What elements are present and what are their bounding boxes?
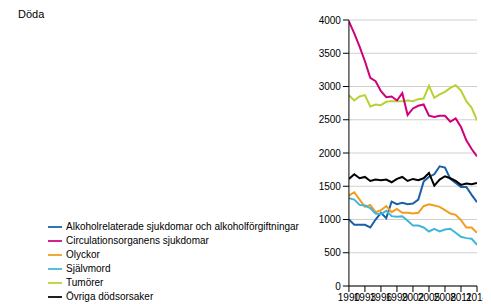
- html-text:Övriga dödsorsaker: Övriga dödsorsaker: [66, 290, 154, 302]
- svg-text:1993: 1993: [353, 292, 377, 304]
- svg-text:2014: 2014: [466, 292, 483, 303]
- svg-text:4000: 4000: [319, 15, 342, 26]
- html-text:Självmord: Självmord: [66, 262, 111, 274]
- html-text:Tumörer: Tumörer: [66, 276, 104, 288]
- svg-text:3000: 3000: [319, 81, 342, 92]
- svg-text:1996: 1996: [369, 292, 393, 304]
- svg-text:2005: 2005: [417, 292, 441, 304]
- svg-text:0: 0: [335, 281, 341, 292]
- html-text:Alkoholrelaterade sjukdomar oc: Alkoholrelaterade sjukdomar och alkoholf…: [66, 220, 299, 232]
- svg-text:2011: 2011: [450, 292, 472, 304]
- html-text:Circulationsorganens sjukdomar: Circulationsorganens sjukdomar: [66, 234, 209, 246]
- svg-text:2002: 2002: [401, 292, 425, 304]
- html-text:Olyckor: Olyckor: [66, 248, 100, 260]
- svg-text:1000: 1000: [319, 214, 342, 225]
- svg-text:2000: 2000: [319, 148, 342, 159]
- svg-text:2500: 2500: [319, 114, 342, 125]
- svg-text:2008: 2008: [433, 292, 457, 304]
- svg-text:3500: 3500: [319, 48, 342, 59]
- html-text:Döda: Döda: [18, 8, 45, 20]
- svg-text:500: 500: [324, 247, 341, 258]
- svg-text:1990: 1990: [337, 292, 360, 304]
- svg-text:1999: 1999: [385, 292, 409, 304]
- svg-text:1500: 1500: [319, 181, 342, 192]
